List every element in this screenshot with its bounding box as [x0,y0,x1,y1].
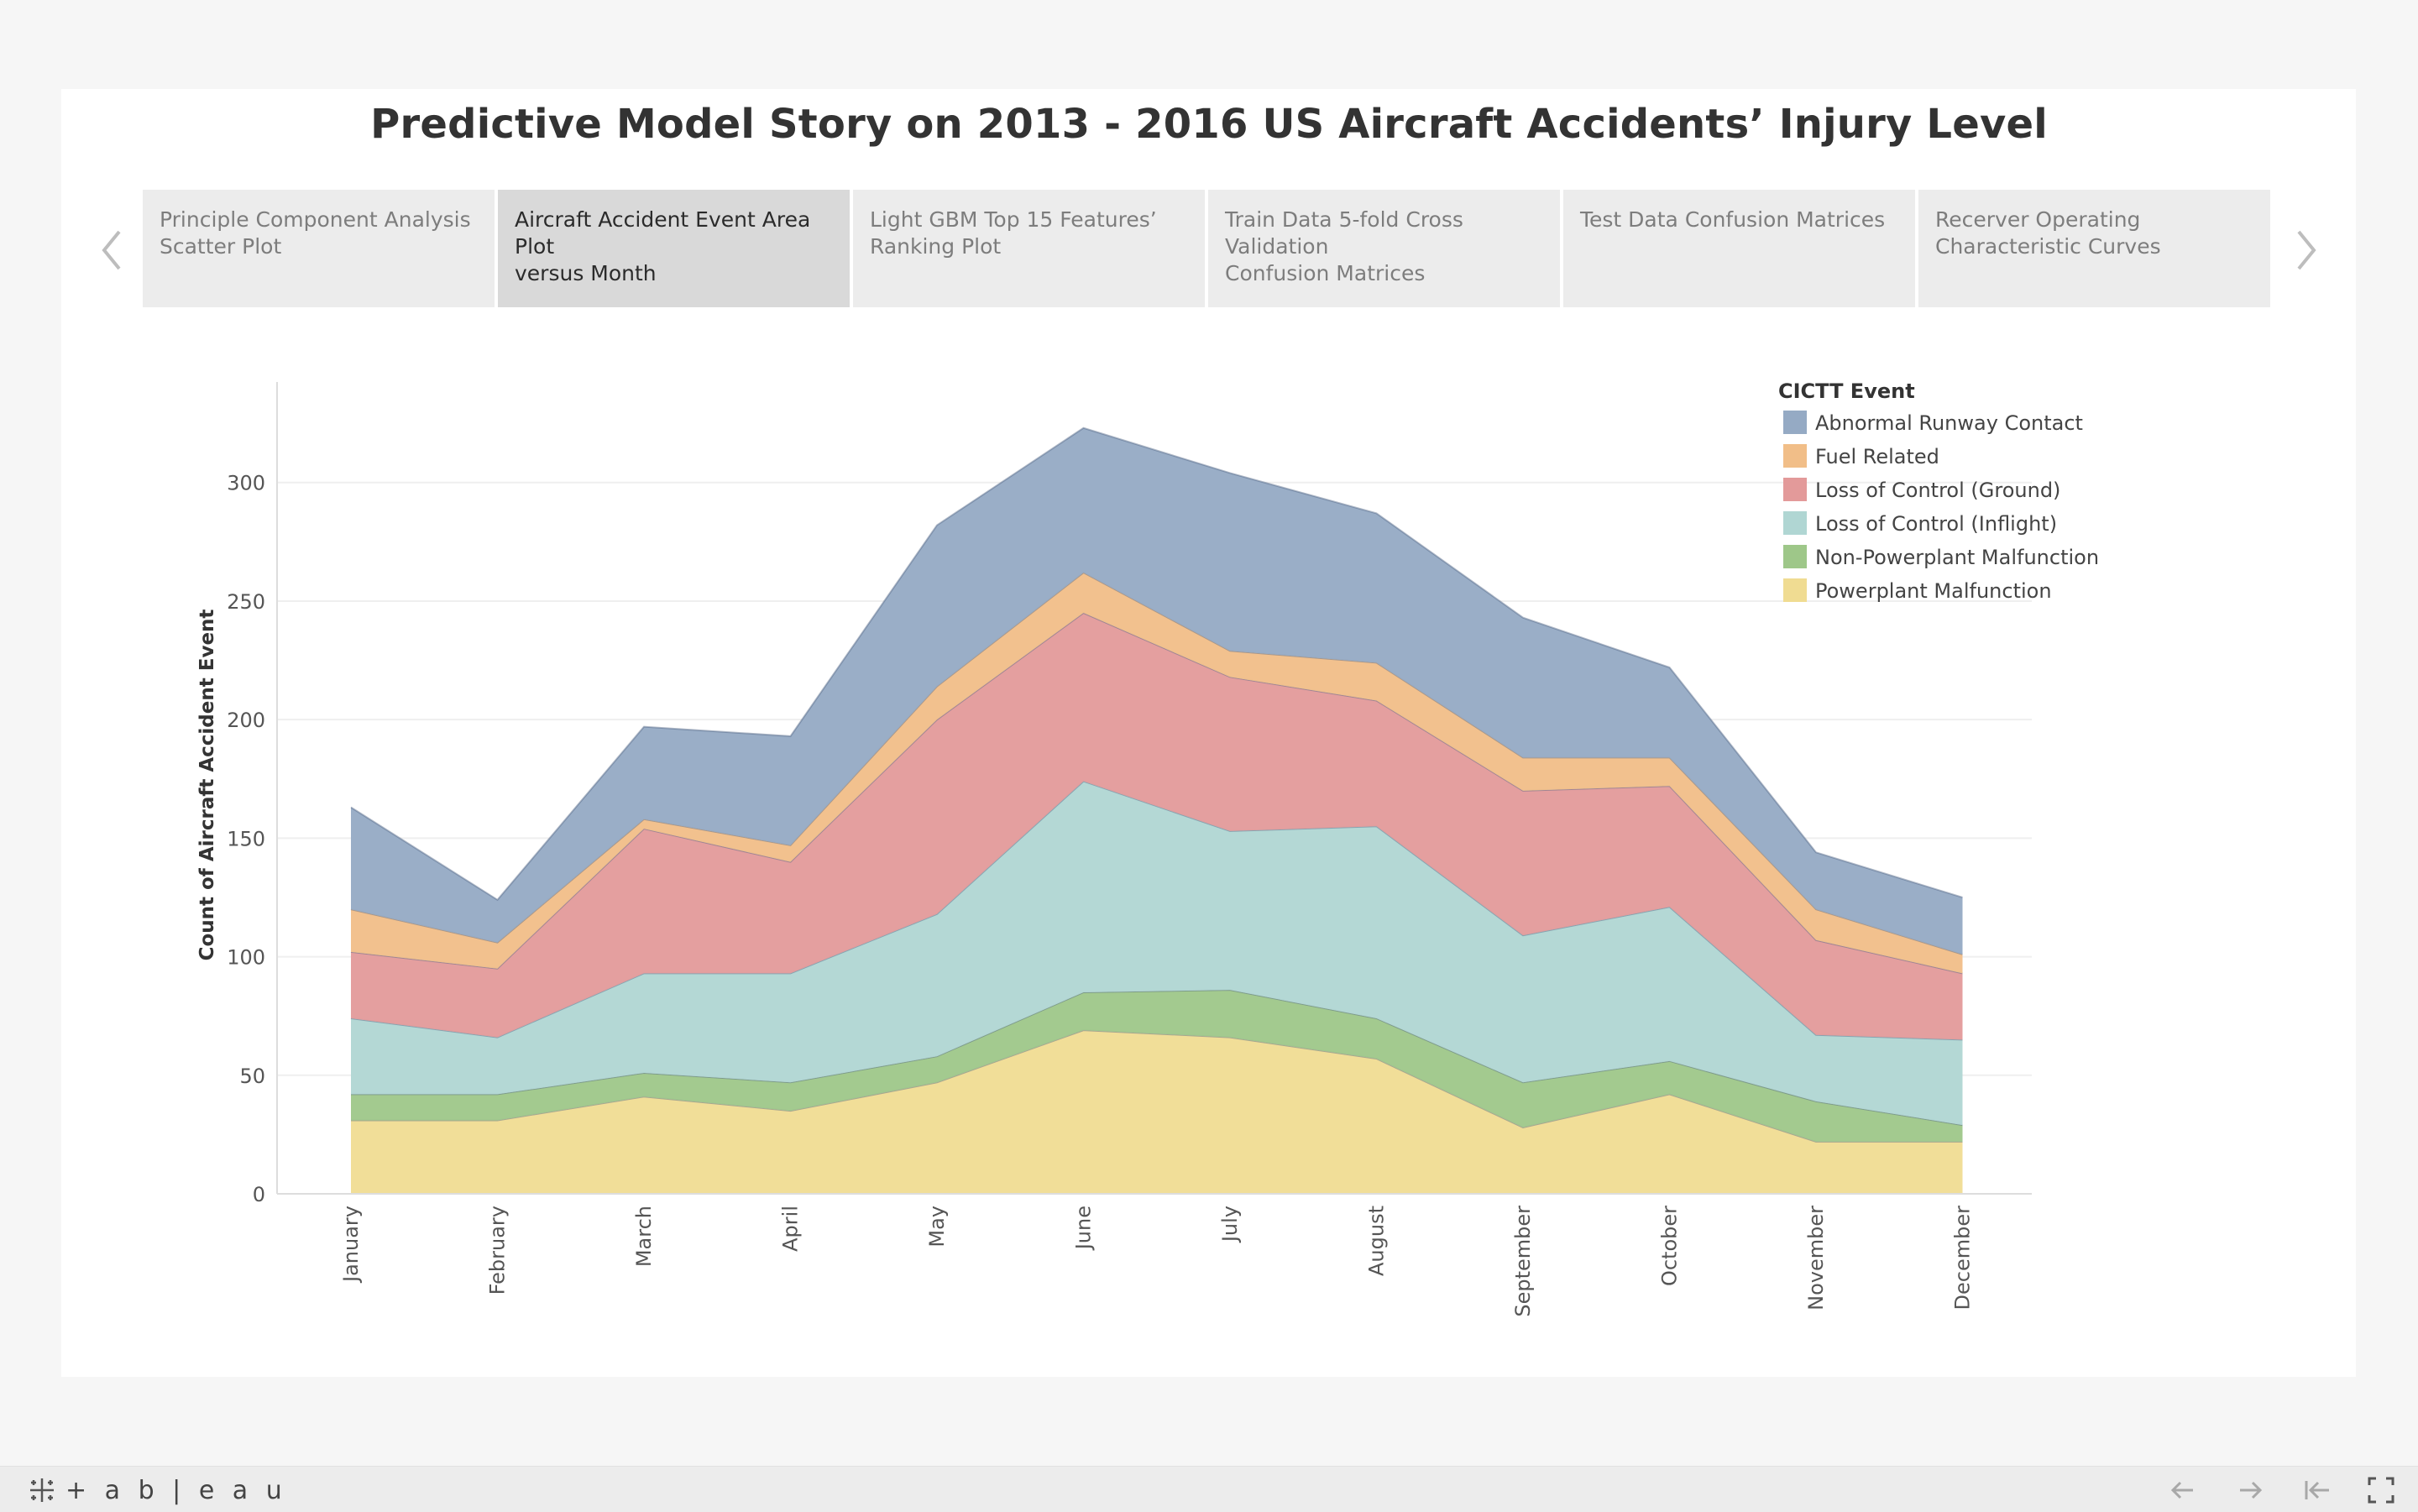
x-tick-label: September [1511,1206,1535,1317]
legend-swatch [1783,478,1807,501]
tab-cross-validation-confusion[interactable]: Train Data 5-fold Cross Validation Confu… [1208,190,1560,307]
tab-label-line1: Recerver Operating [1935,207,2141,232]
arrow-right-icon [2240,1481,2263,1499]
revert-button[interactable] [2300,1473,2334,1507]
y-tick-label: 0 [253,1183,265,1206]
y-tick-label: 250 [227,590,265,614]
area-fuel-related[interactable] [351,573,1963,974]
legend-title: CICTT Event [1778,379,1915,403]
tab-label-line2: Confusion Matrices [1225,261,1426,285]
story-title: Predictive Model Story on 2013 - 2016 US… [370,101,2048,148]
x-tick-label: August [1365,1206,1389,1276]
legend-swatch [1783,578,1807,602]
tab-area-plot-versus-month[interactable]: Aircraft Accident Event Area Plot versus… [498,190,850,307]
tableau-brand-text: + a b | e a u [65,1475,287,1505]
legend-item-label[interactable]: Loss of Control (Inflight) [1815,512,2057,536]
x-tick-labels: January February March April May June July Augu… [339,1206,1975,1317]
y-tick-label: 300 [227,472,265,495]
y-axis-title: Count of Aircraft Accident Event [196,610,218,961]
x-tick-label: June [1072,1206,1096,1251]
x-tick-label: November [1804,1206,1828,1311]
tab-label-line1: Aircraft Accident Event Area Plot [515,207,811,259]
legend-item-label[interactable]: Abnormal Runway Contact [1815,411,2083,435]
x-tick-label: March [632,1206,656,1267]
fullscreen-button[interactable] [2364,1473,2398,1507]
legend-item-label[interactable]: Powerplant Malfunction [1815,579,2052,603]
tab-label-line2: Scatter Plot [160,234,282,259]
arrow-left-icon [2170,1481,2193,1499]
tab-label-line2: Ranking Plot [870,234,1002,259]
area-powerplant-malfunction[interactable] [351,1030,1963,1194]
y-tick-label: 150 [227,827,265,850]
tab-label-line1: Principle Component Analysis [160,207,471,232]
skip-to-start-icon [2305,1481,2329,1499]
tab-roc-curves[interactable]: Recerver Operating Characteristic Curves [1918,190,2270,307]
tab-label-line1: Test Data Confusion Matrices [1580,207,1886,232]
x-tick-label: July [1218,1206,1242,1243]
x-tick-label: May [925,1206,949,1248]
previous-story-point-button[interactable] [94,225,131,275]
area-loss-of-control-inflight[interactable] [351,781,1963,1126]
tab-lightgbm-feature-ranking[interactable]: Light GBM Top 15 Features’ Ranking Plot [853,190,1205,307]
fullscreen-icon [2368,1477,2394,1504]
legend-item-label[interactable]: Loss of Control (Ground) [1815,479,2060,502]
area-loss-of-control-ground[interactable] [351,613,1963,1040]
tableau-toolbar: + a b | e a u [0,1466,2418,1512]
y-tick-label: 100 [227,946,265,970]
tab-test-confusion-matrices[interactable]: Test Data Confusion Matrices [1563,190,1915,307]
x-tick-label: April [779,1206,803,1252]
x-tick-label: October [1658,1206,1682,1286]
tab-label-line1: Train Data 5-fold Cross Validation [1225,207,1463,259]
tableau-logo[interactable]: + a b | e a u [27,1475,287,1505]
tab-principle-component-analysis[interactable]: Principle Component Analysis Scatter Plo… [143,190,495,307]
undo-button[interactable] [2166,1473,2200,1507]
redo-button[interactable] [2233,1473,2267,1507]
area-edge-abnormal-runway-contact [350,426,1963,902]
tab-label-line2: Characteristic Curves [1935,234,2161,259]
x-tick-label: January [339,1206,363,1284]
legend-swatch [1783,411,1807,434]
legend-item-label[interactable]: Non-Powerplant Malfunction [1815,546,2099,569]
area-edge-loss-of-control-ground [350,611,1963,975]
tab-label-line1: Light GBM Top 15 Features’ [870,207,1157,232]
area-non-powerplant-malfunction[interactable] [351,990,1963,1142]
story-navigator: Principle Component Analysis Scatter Plo… [143,190,2270,307]
y-tick-labels: 0 50 100 150 200 250 300 [227,472,265,1206]
y-tick-label: 200 [227,709,265,732]
area-abnormal-runway-contact[interactable] [351,427,1963,955]
chevron-left-icon [102,230,121,270]
axes [276,382,2032,1195]
legend: CICTT Event Abnormal Runway Contact Fuel … [1778,379,2099,603]
y-tick-label: 50 [239,1065,265,1088]
area-edge-loss-of-control-inflight [350,780,1963,1041]
area-series-group [350,426,1963,1194]
legend-swatch [1783,545,1807,568]
tab-label-line2: versus Month [515,261,657,285]
tableau-plus-icon [30,1478,54,1502]
x-tick-label: February [486,1206,510,1295]
chevron-right-icon [2297,230,2316,270]
next-story-point-button[interactable] [2287,225,2324,275]
legend-swatch [1783,511,1807,535]
x-tick-label: December [1951,1206,1975,1311]
legend-swatch [1783,444,1807,468]
legend-item-label[interactable]: Fuel Related [1815,445,1939,468]
